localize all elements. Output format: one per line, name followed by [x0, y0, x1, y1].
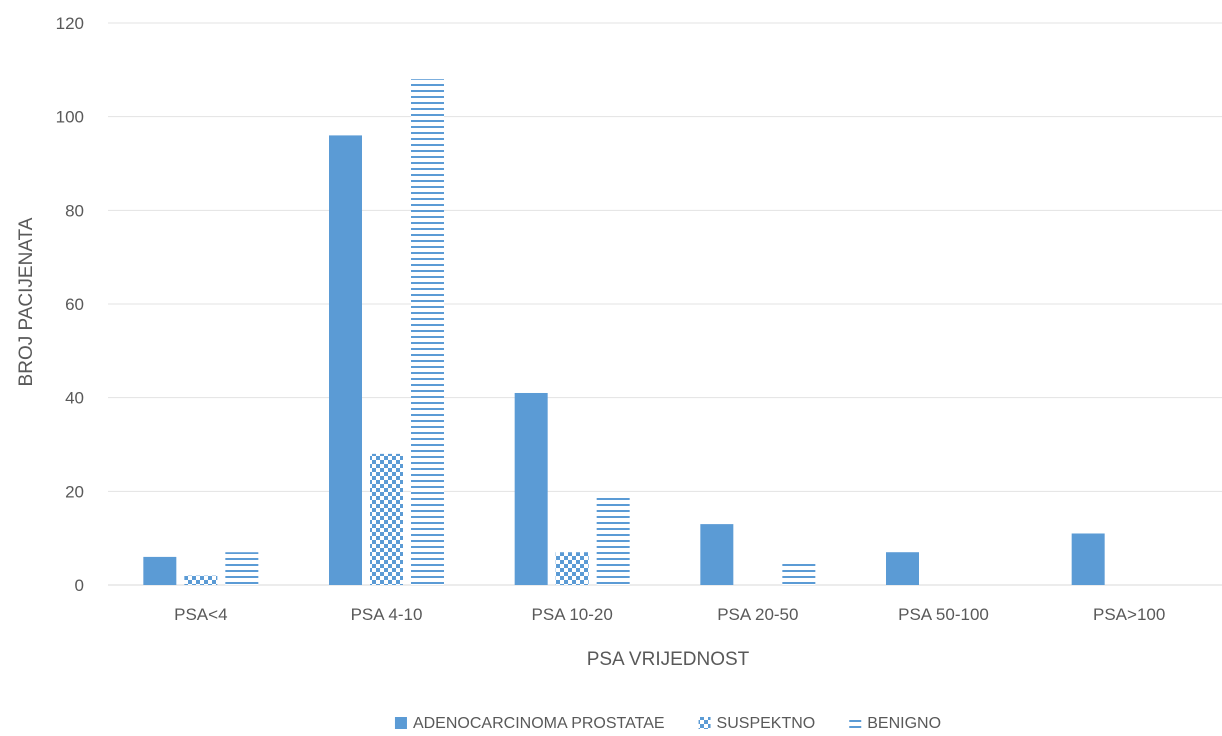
x-axis-title: PSA VRIJEDNOST [587, 649, 750, 670]
y-axis-title: BROJ PACIJENATA [16, 217, 37, 386]
bar-checker-1 [370, 453, 403, 585]
bar-solid-0 [143, 556, 177, 585]
gridlines [108, 22, 1222, 586]
bar-horizontal-lines-0 [225, 552, 259, 585]
y-tick-label: 80 [65, 201, 84, 220]
legend-swatch [849, 717, 862, 729]
y-tick-label: 0 [75, 576, 84, 595]
y-tick-labels: 0 20 40 60 80 100 120 [56, 14, 84, 595]
x-tick-label: PSA>100 [1093, 605, 1165, 624]
bar-horizontal-lines-3 [782, 561, 816, 585]
x-tick-labels: PSA<4 PSA 4-10 PSA 10-20 PSA 20-50 PSA 50-10… [174, 605, 1165, 624]
bar-checker-0 [184, 575, 218, 585]
x-tick-label: PSA 4-10 [351, 605, 423, 624]
x-tick-label: PSA 10-20 [532, 605, 613, 624]
bar-solid-2 [514, 392, 548, 585]
legend-label: ADENOCARCINOMA PROSTATAE [413, 715, 665, 732]
bar-solid-1 [329, 135, 362, 585]
y-tick-label: 100 [56, 108, 84, 127]
legend-swatch [698, 717, 711, 729]
legend-swatch [394, 717, 407, 729]
legend-label: SUSPEKTNO [717, 715, 816, 732]
legend-item: SUSPEKTNO [698, 715, 816, 732]
y-tick-label: 20 [65, 482, 84, 501]
bar-horizontal-lines-2 [596, 496, 630, 585]
bars [143, 79, 1105, 585]
y-tick-label: 60 [65, 295, 84, 314]
x-tick-label: PSA 50-100 [898, 605, 989, 624]
x-tick-label: PSA 20-50 [717, 605, 798, 624]
legend-label: BENIGNO [867, 715, 941, 732]
bar-solid-3 [700, 524, 734, 585]
y-tick-label: 120 [56, 14, 84, 33]
bar-checker-2 [555, 552, 589, 585]
legend-item: ADENOCARCINOMA PROSTATAE [394, 715, 665, 732]
x-tick-label: PSA<4 [174, 605, 227, 624]
legend-item: BENIGNO [849, 715, 941, 732]
bar-solid-4 [886, 552, 919, 585]
bar-horizontal-lines-1 [411, 79, 444, 585]
bar-solid-5 [1071, 533, 1105, 585]
y-tick-label: 40 [65, 389, 84, 408]
legend: ADENOCARCINOMA PROSTATAE SUSPEKTNO BENIGNO [394, 715, 941, 732]
